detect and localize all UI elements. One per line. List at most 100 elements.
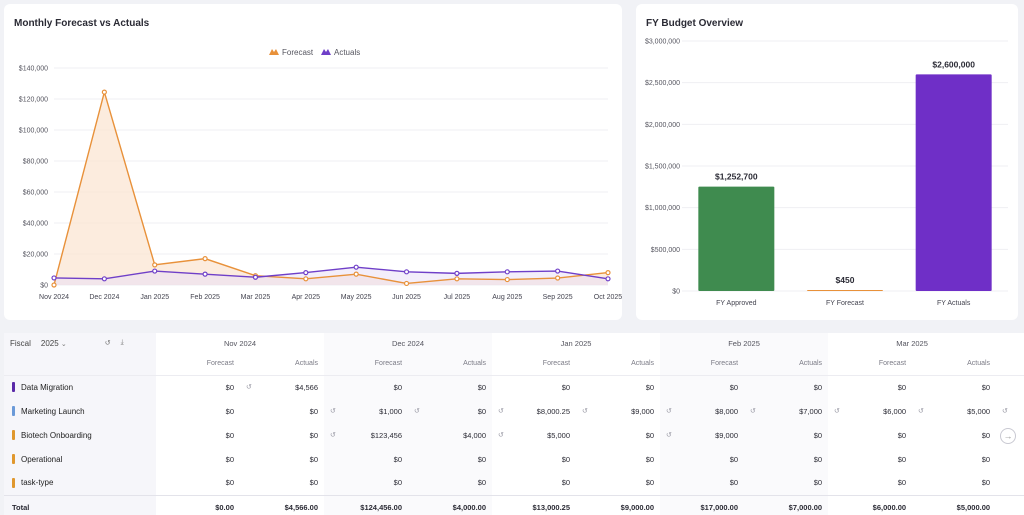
row-label[interactable]: Operational: [4, 447, 156, 471]
value-cell[interactable]: $4,000: [408, 423, 493, 447]
fiscal-year-select[interactable]: 2025 ⌄: [41, 339, 67, 348]
value-cell[interactable]: $0: [240, 447, 325, 471]
sync-icon[interactable]: ↺: [666, 407, 672, 415]
point-forecast[interactable]: [202, 256, 208, 262]
value-cell[interactable]: $0: [660, 375, 745, 399]
row-label[interactable]: task-type: [4, 471, 156, 495]
sync-icon[interactable]: ↺: [498, 407, 504, 415]
value-cell[interactable]: $0: [576, 375, 661, 399]
value-cell[interactable]: $0: [156, 399, 240, 423]
point-forecast[interactable]: [303, 276, 309, 282]
value-cell[interactable]: $0: [240, 423, 325, 447]
sync-icon[interactable]: ↺: [246, 383, 252, 391]
table-row[interactable]: Data Migration $0 ↺ $4,566 $0 $0 $0 $0 $0 $0 $0 $0: [4, 375, 1024, 399]
value-cell[interactable]: $0: [240, 399, 325, 423]
value-cell[interactable]: ↺ $5,000: [912, 399, 997, 423]
value-cell[interactable]: $0: [408, 447, 493, 471]
value-cell[interactable]: ↺ $9,000: [660, 423, 745, 447]
legend-forecast-label[interactable]: Forecast: [282, 48, 314, 57]
sync-icon[interactable]: ↺: [1002, 408, 1008, 415]
point-forecast[interactable]: [504, 276, 510, 283]
value-cell[interactable]: $0: [912, 471, 997, 495]
value-cell[interactable]: $0: [744, 447, 829, 471]
value-cell[interactable]: $0: [408, 375, 493, 399]
sync-icon[interactable]: ↺: [582, 407, 588, 415]
point-actuals[interactable]: [303, 270, 309, 276]
value-cell[interactable]: $0: [660, 471, 745, 495]
row-label[interactable]: Biotech Onboarding: [4, 423, 156, 447]
value-cell[interactable]: ↺ $9,000: [576, 399, 661, 423]
value-cell[interactable]: $0: [576, 471, 661, 495]
value-cell[interactable]: ↺ $8,000: [660, 399, 745, 423]
value-cell[interactable]: $0: [744, 375, 829, 399]
value-cell[interactable]: $0: [828, 447, 913, 471]
point-actuals[interactable]: [555, 268, 561, 274]
value-cell[interactable]: $0: [660, 447, 745, 471]
value-cell[interactable]: ↺ $7,000: [744, 399, 829, 423]
point-actuals[interactable]: [101, 276, 107, 282]
sync-icon[interactable]: ↺: [498, 431, 504, 439]
value-cell[interactable]: $0: [744, 423, 829, 447]
value-cell[interactable]: $0: [156, 375, 240, 399]
refresh-icon[interactable]: ↺: [104, 340, 111, 347]
point-actuals[interactable]: [403, 269, 410, 275]
bar-1[interactable]: [807, 290, 883, 291]
point-forecast[interactable]: [51, 282, 57, 288]
sync-icon[interactable]: ↺: [750, 407, 756, 415]
value-cell[interactable]: $0: [156, 471, 240, 495]
value-cell[interactable]: $0: [324, 375, 409, 399]
sync-icon[interactable]: ↺: [666, 431, 672, 439]
value-cell[interactable]: $0: [912, 423, 997, 447]
sync-icon[interactable]: ↺: [330, 407, 336, 415]
point-actuals[interactable]: [353, 264, 359, 270]
point-actuals[interactable]: [252, 274, 259, 280]
table-row[interactable]: Biotech Onboarding $0 $0 ↺ $123,456 $4,000 ↺ $5…: [4, 423, 1024, 447]
value-cell[interactable]: $0: [156, 423, 240, 447]
value-cell[interactable]: $0: [240, 471, 325, 495]
sync-icon[interactable]: ↺: [330, 431, 336, 439]
point-actuals[interactable]: [504, 269, 510, 275]
value-cell[interactable]: $0: [828, 471, 913, 495]
table-row[interactable]: task-type $0 $0 $0 $0 $0 $0 $0 $0 $0 $0: [4, 471, 1024, 495]
value-cell[interactable]: $0: [576, 423, 661, 447]
point-actuals[interactable]: [152, 268, 158, 274]
value-cell[interactable]: $0: [408, 471, 493, 495]
legend-actuals-label[interactable]: Actuals: [334, 48, 360, 57]
value-cell[interactable]: $0: [492, 375, 577, 399]
point-actuals[interactable]: [605, 276, 611, 282]
point-forecast[interactable]: [152, 262, 158, 268]
value-cell[interactable]: ↺ $123,456: [324, 423, 409, 447]
bar-0[interactable]: [698, 186, 775, 291]
next-arrow-icon[interactable]: →: [1000, 428, 1016, 444]
sync-icon[interactable]: ↺: [414, 407, 420, 415]
point-forecast[interactable]: [403, 280, 410, 287]
table-row[interactable]: Marketing Launch $0 $0 ↺ $1,000 ↺ $0 ↺ $8,000.25…: [4, 399, 1024, 423]
point-actuals[interactable]: [202, 271, 208, 277]
table-row[interactable]: Operational $0 $0 $0 $0 $0 $0 $0 $0 $0 $0: [4, 447, 1024, 471]
value-cell[interactable]: $0: [828, 423, 913, 447]
value-cell[interactable]: ↺ $4,566: [240, 375, 325, 399]
point-actuals[interactable]: [51, 275, 57, 281]
value-cell[interactable]: $0: [744, 471, 829, 495]
value-cell[interactable]: $0: [492, 447, 577, 471]
row-label[interactable]: Data Migration: [4, 375, 156, 399]
value-cell[interactable]: $0: [828, 375, 913, 399]
value-cell[interactable]: $0: [912, 447, 997, 471]
value-cell[interactable]: ↺ $8,000.25: [492, 399, 577, 423]
value-cell[interactable]: $0: [576, 447, 661, 471]
point-forecast[interactable]: [454, 276, 460, 282]
point-forecast[interactable]: [353, 271, 359, 277]
value-cell[interactable]: ↺ $1,000: [324, 399, 409, 423]
point-actuals[interactable]: [454, 270, 460, 276]
point-forecast[interactable]: [101, 89, 107, 95]
sync-icon[interactable]: ↺: [918, 407, 924, 415]
value-cell[interactable]: ↺ $6,000: [828, 399, 913, 423]
value-cell[interactable]: $0: [324, 471, 409, 495]
point-forecast[interactable]: [555, 275, 561, 281]
sync-icon[interactable]: ↺: [834, 407, 840, 415]
value-cell[interactable]: $0: [156, 447, 240, 471]
value-cell[interactable]: $0: [912, 375, 997, 399]
value-cell[interactable]: $0: [324, 447, 409, 471]
point-forecast[interactable]: [605, 270, 611, 276]
bar-2[interactable]: [915, 74, 992, 291]
